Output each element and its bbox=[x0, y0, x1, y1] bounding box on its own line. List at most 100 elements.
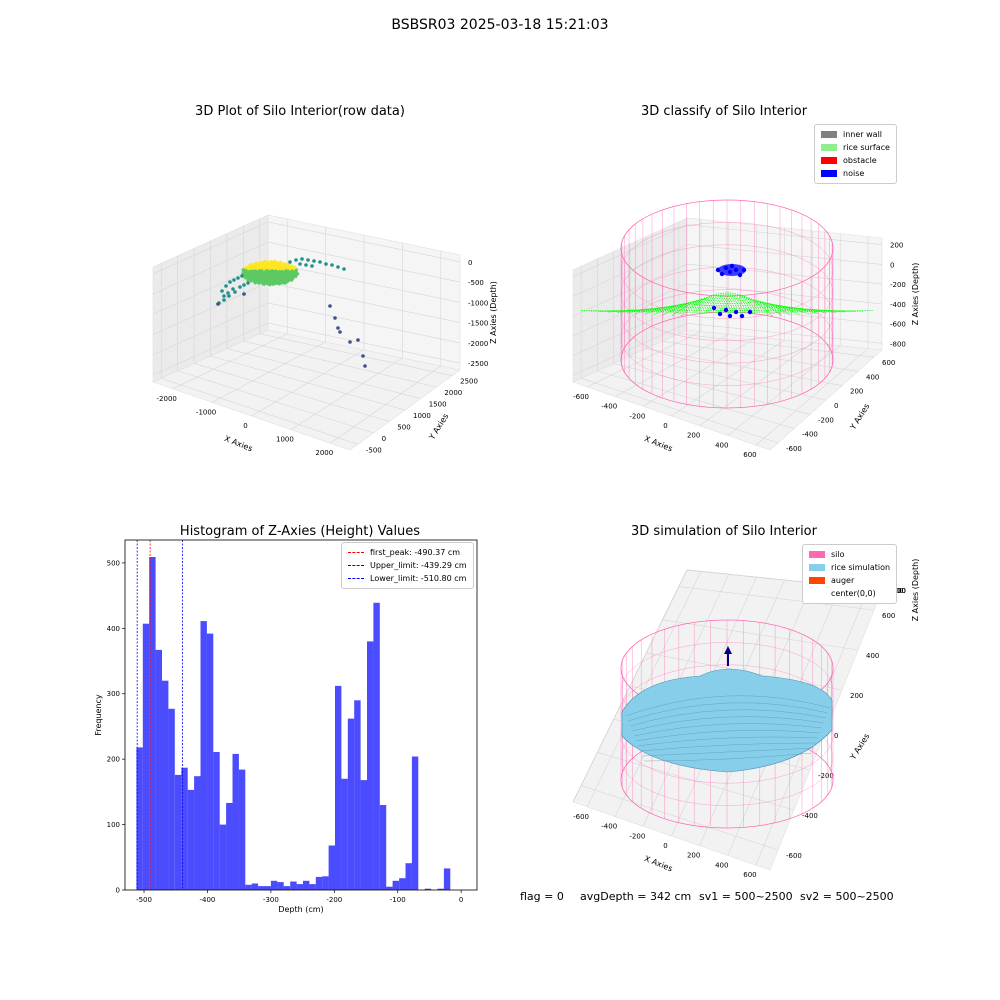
data-point bbox=[224, 284, 228, 288]
histogram-bar bbox=[443, 868, 451, 890]
histogram-bar bbox=[399, 878, 406, 890]
grid-line bbox=[678, 333, 875, 358]
histogram-bar bbox=[206, 633, 214, 890]
z-tick-label: -200 bbox=[890, 587, 906, 595]
y-axis-label: Y Axies bbox=[848, 402, 872, 432]
rice-simulation-surface bbox=[621, 668, 833, 773]
data-point bbox=[283, 281, 287, 285]
data-point bbox=[310, 264, 314, 268]
data-point bbox=[232, 278, 236, 282]
z-tick-label: -600 bbox=[890, 321, 906, 329]
histogram-bar bbox=[142, 623, 150, 890]
histogram-bar bbox=[360, 780, 368, 890]
data-point bbox=[257, 261, 262, 265]
legend-item-inner-wall: inner wall bbox=[821, 128, 890, 141]
y-tick-label: 200 bbox=[850, 388, 863, 396]
legend-label: Upper_limit: -439.29 cm bbox=[370, 561, 467, 570]
data-point bbox=[240, 274, 244, 278]
auger-arrow-icon bbox=[724, 646, 732, 654]
x-tick-label: 0 bbox=[663, 842, 667, 850]
x-axis-label: X Axies bbox=[643, 854, 674, 873]
data-point bbox=[294, 274, 298, 279]
mesh-line bbox=[643, 752, 813, 762]
mesh-line bbox=[635, 730, 821, 742]
data-point bbox=[260, 260, 264, 264]
status-flag: flag = 0 bbox=[520, 890, 564, 903]
x-tick-label: -400 bbox=[601, 403, 617, 411]
plot-frame bbox=[124, 539, 478, 891]
histogram-bar bbox=[437, 888, 444, 890]
y-tick-label: 400 bbox=[107, 625, 120, 633]
noise-point bbox=[739, 313, 745, 319]
z-tick-label: 0 bbox=[890, 261, 894, 269]
z-tick-label: -400 bbox=[890, 587, 906, 595]
data-point bbox=[298, 262, 302, 266]
grid-line bbox=[572, 224, 883, 277]
data-point bbox=[306, 258, 310, 262]
legend-line bbox=[348, 552, 364, 553]
x-tick-label: -200 bbox=[629, 412, 645, 420]
z-tick-label: -1500 bbox=[468, 320, 488, 328]
legend-item-first-peak: first_peak: -490.37 cm bbox=[348, 546, 467, 559]
noise-point bbox=[723, 307, 729, 313]
grid-line bbox=[597, 370, 795, 429]
z-tick-label: -2000 bbox=[468, 340, 488, 348]
x-tick-label: -2000 bbox=[157, 395, 177, 403]
data-point bbox=[253, 281, 257, 285]
data-point bbox=[283, 262, 287, 266]
data-point bbox=[288, 260, 292, 264]
data-point bbox=[238, 285, 242, 289]
legend-label: inner wall bbox=[843, 130, 883, 139]
data-point bbox=[338, 330, 342, 334]
mesh-line bbox=[625, 695, 831, 717]
legend-label: first_peak: -490.37 cm bbox=[370, 548, 461, 557]
histogram-bar bbox=[238, 769, 246, 890]
inner-wall-ring bbox=[620, 244, 834, 342]
histogram-bar bbox=[341, 778, 348, 890]
y-tick-label: 400 bbox=[866, 373, 879, 381]
data-point bbox=[269, 260, 273, 264]
x-tick-label: 2000 bbox=[315, 449, 333, 457]
data-point bbox=[243, 276, 248, 280]
grid-line bbox=[152, 302, 461, 356]
data-point bbox=[318, 260, 322, 264]
z-tick-label: -200 bbox=[890, 281, 906, 289]
data-point bbox=[336, 265, 340, 269]
x-tick-label: 0 bbox=[459, 896, 463, 904]
grid-line bbox=[581, 785, 779, 851]
inner-wall-ring bbox=[620, 222, 834, 319]
grid-line bbox=[572, 283, 883, 337]
histogram-bar bbox=[283, 886, 291, 890]
histogram-bar bbox=[277, 882, 284, 890]
histogram-bar bbox=[200, 621, 207, 890]
data-point bbox=[227, 294, 231, 298]
data-point bbox=[336, 326, 340, 330]
histogram-bar bbox=[303, 880, 310, 890]
y-tick-label: -500 bbox=[366, 446, 382, 454]
histogram-bar bbox=[187, 789, 195, 890]
histogram-bar bbox=[245, 884, 252, 890]
z-axis-label: Z Axies (Depth) bbox=[489, 281, 498, 344]
histogram-bar bbox=[168, 708, 175, 890]
legend-label: rice simulation bbox=[831, 563, 891, 572]
data-point bbox=[312, 259, 316, 263]
mesh-line bbox=[637, 736, 819, 747]
simulation-legend: silo rice simulation auger center(0,0) bbox=[802, 544, 898, 604]
data-point bbox=[290, 264, 294, 268]
y-tick-label: -600 bbox=[786, 852, 802, 860]
x-tick-label: -600 bbox=[573, 813, 589, 821]
data-point bbox=[328, 304, 332, 308]
noise-point bbox=[717, 311, 723, 317]
y-tick-label: 300 bbox=[107, 690, 120, 698]
legend-label: noise bbox=[843, 169, 865, 178]
panel4-title: 3D simulation of Silo Interior bbox=[631, 524, 817, 539]
y-tick-label: 0 bbox=[834, 402, 838, 410]
data-point bbox=[271, 282, 275, 286]
grid-line bbox=[572, 244, 883, 297]
data-point bbox=[246, 278, 250, 282]
x-axis-label: Depth (cm) bbox=[278, 905, 323, 914]
histogram-bar bbox=[424, 888, 432, 890]
data-point bbox=[348, 340, 352, 344]
histogram-bar bbox=[354, 700, 361, 890]
histogram-bar bbox=[136, 747, 143, 890]
